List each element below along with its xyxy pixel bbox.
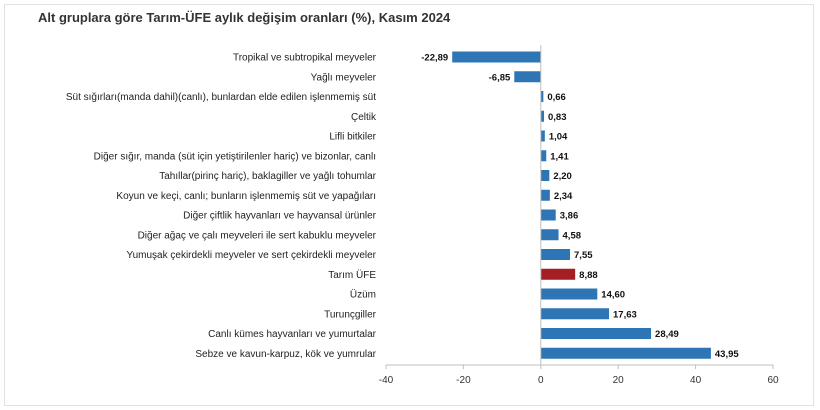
category-label: Koyun ve keçi, canlı; bunların işlenmemi…: [116, 191, 376, 202]
category-labels: Tropikal ve subtropikal meyveler Yağlı me…: [66, 53, 377, 360]
x-tick-label: 40: [690, 375, 702, 386]
category-label: Sebze ve kavun-karpuz, kök ve yumrular: [195, 349, 376, 360]
bar-value-label: 2,34: [554, 191, 573, 202]
bar: [540, 268, 576, 280]
bar-value-label: 4,58: [563, 230, 582, 241]
bar: [540, 229, 559, 241]
bar: [540, 249, 571, 260]
bar-value-label: 0,83: [548, 112, 567, 123]
bar-value-label: 2,20: [553, 171, 572, 182]
bar-value-label: 14,60: [601, 290, 625, 301]
bar: [540, 209, 556, 221]
category-label: Çeltik: [351, 112, 377, 123]
bar-value-label: -6,85: [489, 72, 511, 83]
bar: [540, 91, 544, 102]
bar: [452, 51, 541, 63]
bar-value-label: 17,63: [613, 309, 637, 320]
chart-frame: [4, 4, 814, 406]
bar-value-label: 43,95: [715, 349, 739, 360]
chart-title: Alt gruplara göre Tarım-ÜFE aylık değişi…: [38, 10, 451, 25]
category-label: Yumuşak çekirdekli meyveler ve sert çeki…: [126, 250, 376, 261]
bar: [540, 347, 711, 359]
category-label: Diğer sığır, manda (süt için yetiştirile…: [94, 151, 376, 162]
category-label: Lifli bitkiler: [329, 132, 376, 143]
bar: [540, 110, 545, 122]
bar-value-label: 8,88: [579, 270, 598, 281]
bar-value-label: -22,89: [421, 53, 448, 64]
bar: [514, 71, 541, 83]
bar-value-label: 7,55: [574, 250, 593, 261]
value-labels: -22,89 -6,85 0,66 0,83 1,04 1,41 2,20 2,34 3,86 4…: [421, 53, 739, 360]
bar: [540, 328, 652, 339]
bar: [540, 130, 545, 142]
bars: [452, 51, 711, 359]
bar: [540, 189, 550, 201]
bar: [540, 288, 598, 300]
x-tick-label: 20: [613, 375, 625, 386]
bar-value-label: 0,66: [547, 92, 566, 103]
x-tick-label: -20: [456, 375, 471, 386]
bar: [540, 150, 547, 162]
bar-value-label: 1,41: [550, 151, 569, 162]
bar-value-label: 28,49: [655, 329, 679, 340]
category-label: Süt sığırları(manda dahil)(canlı), bunla…: [66, 92, 376, 103]
category-label: Turunçgiller: [324, 309, 377, 320]
category-label: Diğer çiftlik hayvanları ve hayvansal ür…: [183, 211, 377, 222]
x-tick-label: 60: [767, 375, 779, 386]
bar-value-label: 1,04: [549, 132, 568, 143]
bar: [540, 170, 550, 181]
x-tick-label: 0: [538, 375, 544, 386]
bar: [540, 308, 610, 320]
category-label: Tarım ÜFE: [328, 269, 376, 281]
category-label: Tahıllar(pirinç hariç), baklagiller ve y…: [159, 171, 376, 182]
category-label: Diğer ağaç ve çalı meyveleri ile sert ka…: [138, 230, 377, 241]
x-tick-label: -40: [379, 375, 394, 386]
category-label: Canlı kümes hayvanları ve yumurtalar: [208, 329, 377, 340]
category-label: Yağlı meyveler: [311, 72, 377, 83]
x-axis: -40 -20 0 20 40 60: [379, 45, 779, 386]
bar-value-label: 3,86: [560, 211, 579, 222]
category-label: Üzüm: [350, 289, 376, 301]
category-label: Tropikal ve subtropikal meyveler: [233, 53, 377, 64]
